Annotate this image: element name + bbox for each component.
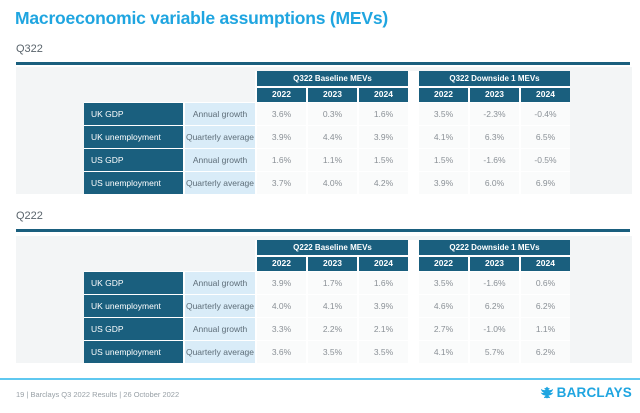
year-cell: 2023 <box>308 87 357 102</box>
basis-cell: Annual growth <box>185 149 255 171</box>
value-cell: 1.1% <box>308 149 357 171</box>
metric-cell: UK GDP <box>84 103 183 125</box>
value-cell: -0.5% <box>521 149 570 171</box>
footer-divider <box>0 378 640 380</box>
value-cell: 4.0% <box>257 295 306 317</box>
value-cell: 4.4% <box>308 126 357 148</box>
value-cell: 3.9% <box>359 295 408 317</box>
basis-cell: Annual growth <box>185 318 255 340</box>
year-cell: 2022 <box>419 256 468 271</box>
value-cell: -2.3% <box>470 103 519 125</box>
basis-cell: Quarterly average <box>185 126 255 148</box>
downside-header-cell: Q322 Downside 1 MEVs <box>419 71 570 86</box>
value-cell: 6.2% <box>521 295 570 317</box>
year-cell: 2022 <box>419 87 468 102</box>
year-cell: 2022 <box>257 87 306 102</box>
value-cell: 3.9% <box>257 126 306 148</box>
metric-cell: US GDP <box>84 149 183 171</box>
basis-cell: Quarterly average <box>185 172 255 194</box>
value-cell: 4.6% <box>419 295 468 317</box>
value-cell: 3.7% <box>257 172 306 194</box>
value-cell: 6.2% <box>470 295 519 317</box>
value-cell: 5.7% <box>470 341 519 363</box>
value-cell: 3.5% <box>419 272 468 294</box>
barclays-logo-text: BARCLAYS <box>556 385 632 400</box>
barclays-logo: BARCLAYS <box>540 385 632 400</box>
metric-cell: US unemployment <box>84 341 183 363</box>
value-cell: 3.5% <box>308 341 357 363</box>
year-cell: 2023 <box>470 87 519 102</box>
value-cell: 6.3% <box>470 126 519 148</box>
value-cell: -1.6% <box>470 149 519 171</box>
year-cell: 2024 <box>521 87 570 102</box>
page-title: Macroeconomic variable assumptions (MEVs… <box>15 8 389 28</box>
value-cell: 3.5% <box>359 341 408 363</box>
value-cell: 1.7% <box>308 272 357 294</box>
value-cell: 0.6% <box>521 272 570 294</box>
value-cell: 4.2% <box>359 172 408 194</box>
section-label-q322: Q322 <box>16 43 43 55</box>
year-cell: 2024 <box>359 256 408 271</box>
metric-cell: US unemployment <box>84 172 183 194</box>
metric-cell: UK unemployment <box>84 295 183 317</box>
value-cell: 3.9% <box>359 126 408 148</box>
value-cell: 3.6% <box>257 103 306 125</box>
value-cell: 1.6% <box>359 103 408 125</box>
year-cell: 2023 <box>470 256 519 271</box>
value-cell: 6.0% <box>470 172 519 194</box>
value-cell: 2.2% <box>308 318 357 340</box>
table-corner-spacer <box>84 71 255 102</box>
value-cell: 4.1% <box>419 126 468 148</box>
metric-cell: UK unemployment <box>84 126 183 148</box>
mev-table-q222: Q222 Baseline MEVs Q222 Downside 1 MEVs … <box>84 240 570 363</box>
value-cell: 4.1% <box>419 341 468 363</box>
footer-text: 19 | Barclays Q3 2022 Results | 26 Octob… <box>16 390 180 399</box>
basis-cell: Annual growth <box>185 103 255 125</box>
basis-cell: Annual growth <box>185 272 255 294</box>
basis-cell: Quarterly average <box>185 341 255 363</box>
section-divider <box>16 229 630 232</box>
mev-table-q322: Q322 Baseline MEVs Q322 Downside 1 MEVs … <box>84 71 570 194</box>
value-cell: 1.1% <box>521 318 570 340</box>
value-cell: 3.3% <box>257 318 306 340</box>
mev-panel-q222: Q222 Baseline MEVs Q222 Downside 1 MEVs … <box>16 236 632 363</box>
mev-panel-q322: Q322 Baseline MEVs Q322 Downside 1 MEVs … <box>16 67 632 194</box>
year-cell: 2024 <box>359 87 408 102</box>
value-cell: 1.6% <box>359 272 408 294</box>
section-divider <box>16 62 630 65</box>
value-cell: -1.6% <box>470 272 519 294</box>
baseline-header-cell: Q322 Baseline MEVs <box>257 71 408 86</box>
baseline-header-cell: Q222 Baseline MEVs <box>257 240 408 255</box>
value-cell: 6.2% <box>521 341 570 363</box>
barclays-eagle-icon <box>540 386 553 399</box>
metric-cell: UK GDP <box>84 272 183 294</box>
value-cell: 3.9% <box>419 172 468 194</box>
value-cell: 6.9% <box>521 172 570 194</box>
metric-cell: US GDP <box>84 318 183 340</box>
downside-header-cell: Q222 Downside 1 MEVs <box>419 240 570 255</box>
value-cell: 6.5% <box>521 126 570 148</box>
value-cell: 1.5% <box>419 149 468 171</box>
value-cell: 4.0% <box>308 172 357 194</box>
value-cell: 1.5% <box>359 149 408 171</box>
value-cell: 1.6% <box>257 149 306 171</box>
value-cell: 3.6% <box>257 341 306 363</box>
year-cell: 2022 <box>257 256 306 271</box>
value-cell: -1.0% <box>470 318 519 340</box>
value-cell: 0.3% <box>308 103 357 125</box>
year-cell: 2024 <box>521 256 570 271</box>
value-cell: 3.9% <box>257 272 306 294</box>
value-cell: 3.5% <box>419 103 468 125</box>
value-cell: 4.1% <box>308 295 357 317</box>
section-label-q222: Q222 <box>16 210 43 222</box>
value-cell: 2.1% <box>359 318 408 340</box>
value-cell: 2.7% <box>419 318 468 340</box>
basis-cell: Quarterly average <box>185 295 255 317</box>
value-cell: -0.4% <box>521 103 570 125</box>
year-cell: 2023 <box>308 256 357 271</box>
table-corner-spacer <box>84 240 255 271</box>
